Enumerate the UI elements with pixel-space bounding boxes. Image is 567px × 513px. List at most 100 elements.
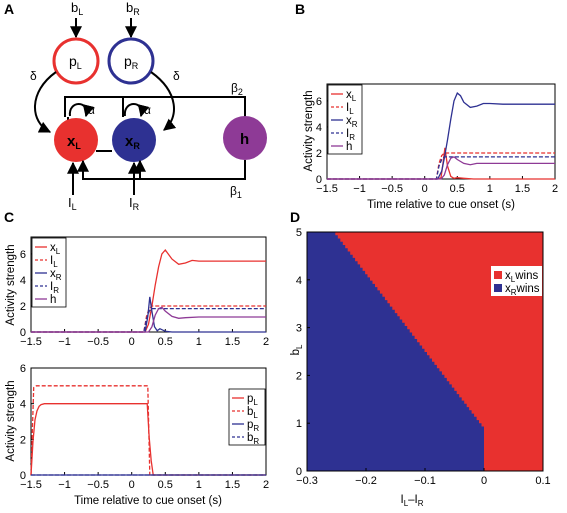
plot-c-bottom-ytick-label: 2 [20,434,26,446]
plot-c-bottom-legend-label: pR [247,419,259,433]
plot-d-ytick-label: 4 [296,275,302,287]
plot-c-top-frame [30,236,267,333]
panel-label-c: C [4,209,14,225]
plot-c-top-ytick-label: 6 [20,249,26,261]
plot-c-top-xtick-label: 0.5 [158,336,173,348]
plot-c-top-series-h [31,306,266,333]
plot-b-xlabel: Time relative to cue onset (s) [367,199,515,211]
plot-b: Activity strength Time relative to cue o… [303,83,558,211]
plot-c-bottom-xtick-label: −1 [58,479,71,491]
plot-c-bottom-ylabel: Activity strength [5,380,17,461]
plot-b-xtick-label: 1 [487,183,493,195]
input-label-IL: IL [68,195,77,212]
plot-d-xtick-label: −0.2 [355,475,377,487]
plot-b-xtick-label: 0.5 [450,183,465,195]
plot-d-legend-swatch [494,271,502,279]
alpha-label-right: α [144,103,151,117]
plot-b-ytick-label: 6 [316,96,322,108]
delta-arc-left [34,71,57,133]
plot-c-bottom-series-pL [30,403,266,476]
input-label-bL: bL [71,0,83,17]
plot-b-legend-box [327,84,363,155]
node-pL [52,37,100,85]
plot-c-bottom-xtick-label: −0.5 [87,479,109,491]
plot-c-top-ytick-label: 2 [20,301,26,313]
plot-d-ytick-label: 2 [296,370,302,382]
plot-d-ylabel: bL [290,344,304,355]
node-h [223,116,267,160]
plot-b-ytick-label: 2 [316,148,322,160]
plot-c-top-xtick-label: −0.5 [87,336,109,348]
plot-d-ytick-label: 0 [296,466,302,478]
delta-label-right: δ [173,69,180,83]
plot-b-frame [326,83,556,180]
plot-c-top-legend-label: xL [50,242,61,256]
plot-c-bottom-xtick-label: 0 [129,479,135,491]
plot-c-xlabel: Time relative to cue onset (s) [74,495,222,507]
plot-c-top-legend-label: IL [50,255,58,269]
plot-c-top-ytick-label: 0 [20,327,26,339]
plot-b-xtick-label: 1.5 [515,183,530,195]
plot-c-bottom-ytick-label: 4 [20,399,26,411]
panel-label-b: B [295,1,305,17]
plot-c-bottom-xtick-label: 1.5 [225,479,240,491]
plot-c-top-ylabel: Activity strength [5,244,17,325]
alpha-loop-left [68,103,95,118]
plot-d-legend-label: xLwins [505,270,538,284]
plot-c-bottom-series-bL [30,385,266,476]
input-label-bR: bR [126,0,140,17]
plot-b-xtick-label: −0.5 [381,183,403,195]
node-pR-label: pR [124,53,139,71]
plot-c-bottom-ytick-label: 0 [20,470,26,482]
plot-c-bottom-xtick-label: −1.5 [20,479,42,491]
plot-c-top-xtick-label: 0 [129,336,135,348]
beta1-label: β1 [230,184,242,200]
plot-b-xtick-label: −1 [353,183,366,195]
plot-c-bottom-xtick-label: 2 [263,479,269,491]
plot-c-top: Activity strength −1.5 −1 −0.5 0 0.5 1 1.5 2 0 2 4… [5,236,269,348]
node-pR [107,37,155,85]
plot-d-xtick-label: 0.1 [535,475,550,487]
input-label-IR: IR [129,195,140,212]
plot-d-xtick-label: −0.1 [414,475,436,487]
node-xL-label: xL [67,133,81,151]
plot-b-legend-label: IL [346,102,354,116]
delta-label-left: δ [30,69,37,83]
plot-b-series-xR [327,92,555,180]
plot-c-top-legend-label: IR [50,281,59,295]
plot-b-legend-label: IR [346,128,355,142]
alpha-loop-right [123,103,150,118]
plot-c-top-xtick-label: −1 [58,336,71,348]
node-xR [112,118,156,162]
plot-d-legend-label: xRwins [505,283,540,297]
plot-c-top-xtick-label: 2 [263,336,269,348]
plot-c-bottom-xtick-label: 0.5 [158,479,173,491]
plot-c-top-series-xR [31,296,266,333]
plot-c-bottom-legend-label: bL [247,406,258,420]
node-xL [54,118,98,162]
beta1-loop [77,159,246,180]
plot-c-bottom-ytick-label: 6 [20,363,26,375]
plot-c-top-ytick-label: 4 [20,275,26,287]
plot-c-top-legend-label: xR [50,268,62,282]
plot-c-top-xtick-label: 1 [196,336,202,348]
panel-label-a: A [4,1,14,17]
beta2-label: β2 [231,81,243,97]
plot-d-xlabel: IL–IR [400,494,423,508]
plot-d-ytick-label: 3 [296,323,302,335]
plot-d-legend-swatch [494,284,502,292]
plot-c-bottom-xtick-label: 1 [196,479,202,491]
plot-b-ytick-label: 4 [316,122,322,134]
plot-b-ytick-label: 0 [316,174,322,186]
plot-c-top-xtick-label: 1.5 [225,336,240,348]
plot-b-ylabel: Activity strength [303,90,315,171]
plot-b-xtick-label: 2 [552,183,558,195]
beta2-loop [64,96,246,117]
network-diagram: bL bR pL pR δ δ β2 α α xL xR h [30,0,267,212]
plot-b-legend-label: xL [346,89,357,103]
plot-c-bottom-legend-label: pL [247,393,258,407]
plot-c-bottom: Activity strength Time relative to cue o… [5,363,269,507]
plot-b-xtick-label: 0 [422,183,428,195]
plot-b-legend-label: xR [346,115,358,129]
